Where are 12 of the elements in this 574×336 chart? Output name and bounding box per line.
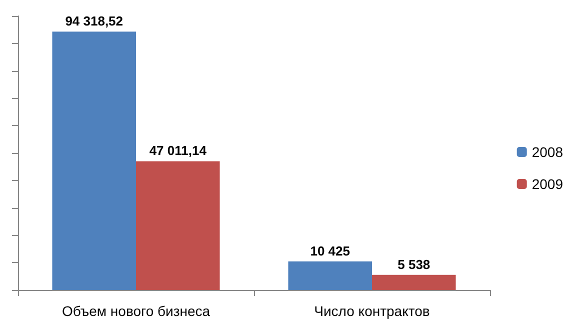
- legend-label: 2008: [532, 144, 564, 160]
- x-tick-label: Число контрактов: [314, 303, 430, 319]
- bar: [372, 274, 456, 290]
- data-label: 10 425: [310, 243, 350, 258]
- bar: [288, 261, 372, 290]
- bar: [136, 161, 220, 290]
- data-label: 47 011,14: [149, 143, 208, 158]
- x-tick-label: Объем нового бизнеса: [62, 303, 210, 319]
- bar: [52, 32, 136, 290]
- data-label: 94 318,52: [65, 14, 124, 29]
- data-label: 5 538: [398, 256, 430, 272]
- legend-label: 2009: [532, 176, 564, 192]
